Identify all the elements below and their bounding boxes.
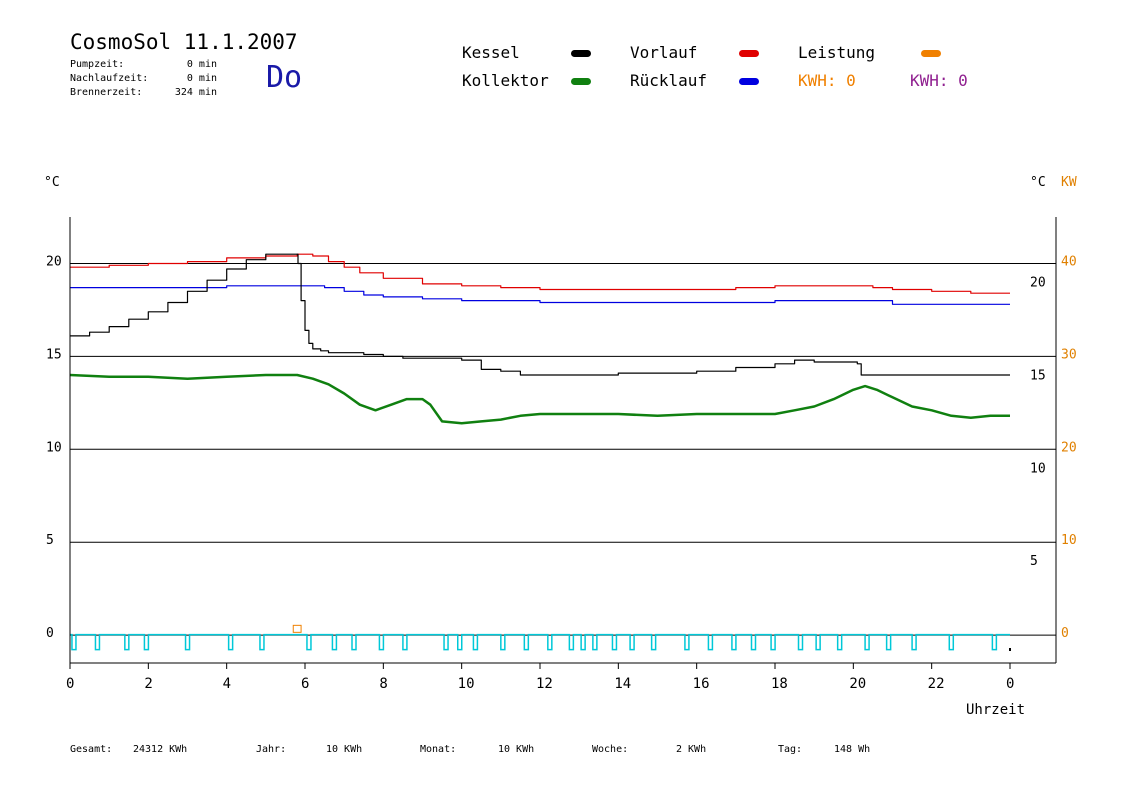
end-marker (1009, 648, 1011, 651)
y-tick-label-left: 10 (46, 440, 62, 455)
weekday-label: Do (266, 60, 303, 95)
footer-value: 10 KWh (326, 744, 363, 755)
series-leistung (292, 624, 302, 633)
kwh-total-orange: KWH: 0 (798, 71, 856, 90)
y-axis-label-kw: KW (1061, 175, 1077, 190)
x-tick-label: 14 (614, 676, 631, 692)
footer-label: Jahr: (256, 744, 287, 755)
legend-swatch-leistung (921, 50, 941, 57)
footer-label: Woche: (592, 744, 629, 755)
y-axis-label-right: °C (1030, 175, 1046, 190)
y-tick-label-right: 10 (1030, 461, 1046, 476)
legend-swatch-ruecklauf (739, 78, 759, 85)
y-tick-label-kw: 40 (1061, 254, 1077, 269)
legend-label-kessel: Kessel (462, 43, 520, 62)
x-tick-label: 0 (1006, 676, 1014, 692)
y-tick-label-right: 5 (1030, 554, 1038, 569)
x-tick-label: 22 (928, 676, 945, 692)
x-tick-label: 18 (771, 676, 788, 692)
y-tick-label-left: 15 (46, 347, 62, 362)
x-tick-label: 0 (66, 676, 74, 692)
axes: 0 0 5 5 10 10 10 20 15 15 30 20 20 40 °C °C KW 0 2 4 6 8 10 12 1… (44, 175, 1077, 718)
x-tick-label: 8 (379, 676, 387, 692)
x-tick-label: 12 (536, 676, 553, 692)
legend-label-vorlauf: Vorlauf (630, 43, 698, 62)
footer-value: 148 Wh (834, 744, 871, 755)
stat-value: 324 min (174, 87, 217, 98)
legend-label-ruecklauf: Rücklauf (630, 71, 708, 90)
grid (70, 262, 1056, 636)
y-tick-label-kw: 10 (1061, 533, 1077, 548)
y-tick-label-right: 15 (1030, 368, 1046, 383)
stat-value: 0 min (186, 59, 217, 70)
y-tick-label-kw: 30 (1061, 347, 1077, 362)
y-tick-label-left: 0 (46, 626, 54, 641)
series-kollektor (69, 373, 1010, 425)
footer-value: 10 KWh (498, 744, 535, 755)
footer-label: Monat: (420, 744, 457, 755)
footer-label: Gesamt: (70, 744, 113, 755)
series-kessel (70, 253, 1010, 376)
x-tick-label: 6 (301, 676, 309, 692)
footer-value: 2 KWh (676, 744, 707, 755)
x-tick-label: 4 (223, 676, 231, 692)
y-tick-label-right: 20 (1030, 275, 1046, 290)
pump-pulses (70, 633, 1010, 651)
stat-label: Brennerzeit: (70, 87, 143, 98)
x-tick-label: 20 (849, 676, 866, 692)
y-tick-label-kw: 20 (1061, 440, 1077, 455)
x-tick-label: 16 (693, 676, 710, 692)
legend-swatch-kessel (571, 50, 591, 57)
legend-swatch-vorlauf (739, 50, 759, 57)
series-vorlauf (70, 253, 1010, 294)
y-tick-label-kw: 0 (1061, 626, 1069, 641)
footer-value: 24312 KWh (133, 744, 188, 755)
series-ruecklauf (70, 285, 1010, 305)
footer-label: Tag: (778, 744, 803, 755)
y-tick-label-left: 5 (46, 533, 54, 548)
stat-value: 0 min (186, 73, 217, 84)
legend-label-kollektor: Kollektor (462, 71, 549, 90)
x-tick-label: 2 (144, 676, 152, 692)
stat-label: Pumpzeit: (70, 59, 125, 70)
pump-pulse-line (70, 633, 1010, 651)
chart-title: CosmoSol 11.1.2007 (70, 30, 298, 54)
legend-swatch-kollektor (571, 78, 591, 85)
x-tick-label: 10 (458, 676, 475, 692)
y-axis-label-left: °C (44, 175, 60, 190)
series (69, 253, 1010, 633)
x-axis-label: Uhrzeit (966, 702, 1025, 718)
legend-label-leistung: Leistung (798, 43, 876, 62)
stat-label: Nachlaufzeit: (70, 73, 149, 84)
y-tick-label-left: 20 (46, 254, 62, 269)
kwh-total-purple: KWH: 0 (910, 71, 968, 90)
